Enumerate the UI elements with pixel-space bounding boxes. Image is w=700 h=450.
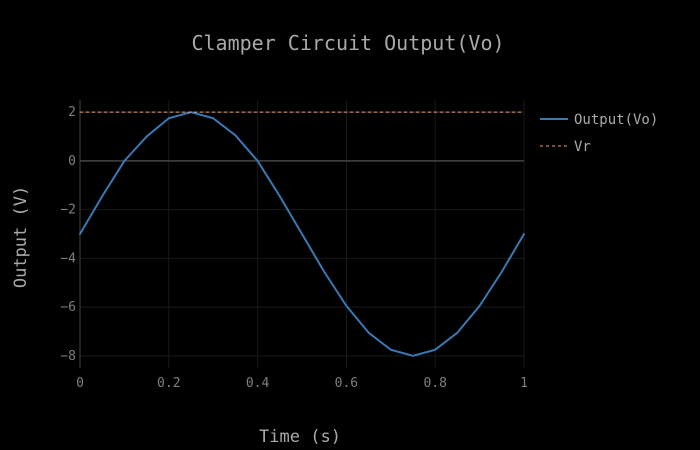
x-axis-label: Time (s) xyxy=(259,427,341,447)
series-line-output-vo xyxy=(79,111,525,357)
y-tick-label: 2 xyxy=(68,105,76,120)
series-layer xyxy=(79,111,525,357)
y-tick-label: −6 xyxy=(60,300,76,315)
y-tick-label: 0 xyxy=(68,154,76,169)
y-axis-label: Output (V) xyxy=(11,186,31,288)
x-tick-label: 0.6 xyxy=(335,376,358,391)
legend-label: Output(Vo) xyxy=(574,112,658,128)
x-tick-label: 0.8 xyxy=(423,376,446,391)
x-tick-label: 1 xyxy=(520,376,528,391)
x-tick-label: 0 xyxy=(76,376,84,391)
x-tick-label: 0.4 xyxy=(246,376,270,391)
legend-label: Vr xyxy=(574,139,591,155)
y-tick-labels: 2 0 −2 −4 −6 −8 xyxy=(60,105,76,364)
x-tick-label: 0.2 xyxy=(157,376,180,391)
x-tick-labels: 0 0.2 0.4 0.6 0.8 1 xyxy=(76,376,528,391)
y-tick-label: −2 xyxy=(60,203,76,218)
chart-title: Clamper Circuit Output(Vo) xyxy=(191,31,504,55)
legend-item-output-vo[interactable]: Output(Vo) xyxy=(540,112,658,128)
legend[interactable]: Output(Vo) Vr xyxy=(540,112,658,155)
legend-item-vr[interactable]: Vr xyxy=(540,139,591,155)
y-tick-label: −4 xyxy=(60,251,76,266)
y-tick-label: −8 xyxy=(60,349,76,364)
grid xyxy=(79,100,525,368)
